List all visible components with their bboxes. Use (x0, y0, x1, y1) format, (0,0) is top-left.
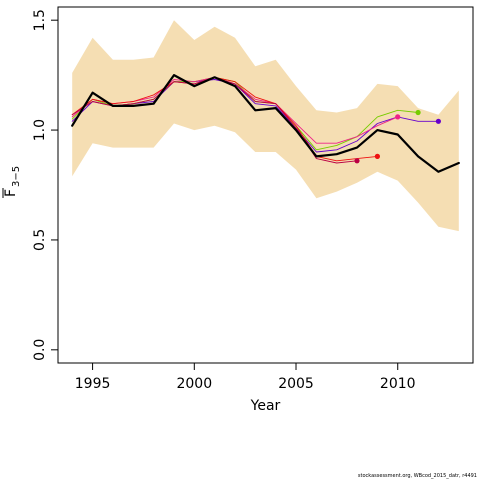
x-tick-label: 1995 (75, 376, 111, 392)
plot-frame (57, 6, 474, 364)
x-tick-label: 2005 (278, 376, 314, 392)
y-axis-label: F 3−5 (2, 166, 22, 198)
series-line-main (71, 74, 460, 173)
axes-layer: 1995 2000 2005 2010 0.0 0.5 1.0 1.5 Year F 3−5 (2, 6, 474, 414)
y-axis-label-subscript: 3−5 (11, 166, 22, 187)
x-tick-label: 2000 (176, 376, 212, 392)
y-tick-label: 0.0 (32, 339, 48, 361)
y-tick-label: 1.0 (32, 119, 48, 141)
series-endpoint-3 (395, 114, 401, 120)
y-axis-label-main: F (3, 189, 19, 197)
series-endpoint-1 (435, 118, 441, 124)
confidence-band (72, 20, 459, 232)
footnote: stockassessment.org, WBcod_2015_datr, r4… (357, 473, 477, 479)
plot-layer (71, 20, 460, 232)
series-endpoint-2 (415, 109, 421, 116)
series-endpoint-4 (374, 153, 380, 159)
y-tick-label: 1.5 (32, 9, 48, 31)
x-tick-label: 2010 (380, 376, 416, 392)
y-tick-label: 0.5 (32, 229, 48, 251)
x-axis-label: Year (250, 398, 281, 414)
series-line-4 (71, 76, 378, 162)
series-endpoint-5 (354, 158, 360, 164)
